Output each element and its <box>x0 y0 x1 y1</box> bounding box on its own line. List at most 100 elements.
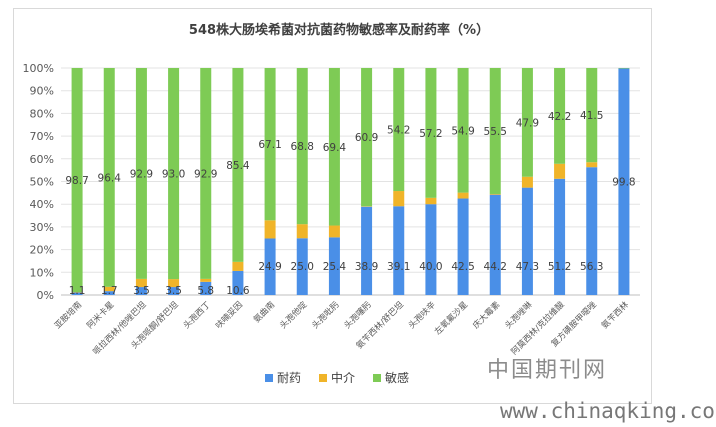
bar-segment <box>554 163 566 179</box>
bar-segment <box>425 197 437 205</box>
data-label-sensitive: 67.1 <box>258 139 281 151</box>
bar-segment <box>586 68 598 163</box>
bar-segment <box>103 68 115 287</box>
bar-segment <box>296 224 308 239</box>
data-label-sensitive: 96.4 <box>98 172 122 184</box>
data-label-sensitive: 69.4 <box>323 142 347 154</box>
bar-segment <box>393 191 405 207</box>
bar-segment <box>393 206 405 295</box>
bar-segment <box>232 68 244 262</box>
data-label-resistant: 51.2 <box>548 261 571 273</box>
y-tick-label: 0% <box>37 289 54 302</box>
y-tick-label: 40% <box>30 198 54 211</box>
bar-segment <box>135 68 147 279</box>
bar-segment <box>168 287 180 295</box>
data-label-sensitive: 42.2 <box>548 111 571 123</box>
x-tick-label: 庆大霉素 <box>471 299 503 331</box>
data-label-sensitive: 41.5 <box>580 110 603 122</box>
data-label-sensitive: 92.9 <box>130 168 153 180</box>
legend-swatch <box>265 374 273 382</box>
bar-segment <box>103 286 115 292</box>
data-label-resistant: 3.5 <box>165 285 182 297</box>
bar-segment <box>328 237 340 295</box>
data-label-sensitive: 57.2 <box>419 128 442 140</box>
data-label-resistant: 5.8 <box>197 285 214 297</box>
x-tick-label: 亚胺培南 <box>52 299 84 331</box>
data-label-resistant: 40.0 <box>419 261 442 273</box>
bar-segment <box>200 281 212 295</box>
bar-segment <box>328 68 340 226</box>
bar-segment <box>521 68 533 177</box>
bar-segment <box>489 194 501 295</box>
x-tick-label: 头孢吡肟 <box>310 299 342 331</box>
data-label-resistant: 25.0 <box>291 261 314 273</box>
chart-title: 548株大肠埃希菌对抗菌药物敏感率及耐药率（%） <box>189 22 489 38</box>
bar-segment <box>168 68 180 280</box>
data-label-sensitive: 93.0 <box>162 169 185 181</box>
bar-segment <box>328 225 340 238</box>
bar-segment <box>200 68 212 279</box>
data-label-sensitive: 55.5 <box>484 126 507 138</box>
x-tick-label: 氨曲南 <box>251 299 277 325</box>
bar-segment <box>425 68 437 198</box>
y-tick-label: 90% <box>30 85 54 98</box>
bar-segment <box>103 291 115 295</box>
bar-segment <box>521 187 533 295</box>
bar-segment <box>489 193 501 195</box>
bar-segment <box>586 167 598 295</box>
y-tick-label: 10% <box>30 266 54 279</box>
bar-segment <box>554 68 566 164</box>
data-label-resistant: 44.2 <box>484 261 507 273</box>
bar-segment <box>296 238 308 295</box>
bar-segment <box>489 68 501 194</box>
y-tick-label: 20% <box>30 244 54 257</box>
bar-segment <box>361 206 373 295</box>
data-label-resistant: 24.9 <box>258 261 281 273</box>
data-label-resistant: 10.6 <box>226 285 250 297</box>
x-tick-label: 阿莫西林/克拉维酸 <box>509 299 567 357</box>
data-label-resistant: 42.5 <box>451 261 474 273</box>
data-label-resistant: 1.7 <box>101 285 118 297</box>
legend-swatch <box>319 374 327 382</box>
bar-segment <box>264 238 276 295</box>
x-tick-label: 头孢他啶 <box>278 299 310 331</box>
y-tick-label: 100% <box>23 62 54 75</box>
legend-label: 中介 <box>331 370 355 385</box>
bar-segment <box>71 292 83 295</box>
data-label-sensitive: 60.9 <box>355 132 378 144</box>
data-label-resistant: 1.1 <box>69 285 86 297</box>
y-tick-label: 30% <box>30 221 54 234</box>
data-label-resistant: 99.8 <box>612 177 635 189</box>
y-tick-label: 50% <box>30 176 54 189</box>
x-tick-label: 头孢噻肟 <box>342 299 374 331</box>
bar-segment <box>457 192 469 199</box>
bar-segment <box>554 178 566 295</box>
y-tick-label: 60% <box>30 153 54 166</box>
data-label-resistant: 38.9 <box>355 261 378 273</box>
bar-segment <box>393 68 405 192</box>
bar-segment <box>425 204 437 295</box>
data-label-sensitive: 47.9 <box>516 117 539 129</box>
x-tick-label: 头孢唑啉 <box>503 299 535 331</box>
x-tick-label: 氨苄西林 <box>599 299 631 331</box>
bar-segment <box>521 176 533 188</box>
data-label-sensitive: 92.9 <box>194 168 217 180</box>
watermark-cn: 中国期刊网 <box>487 358 608 383</box>
data-label-resistant: 25.4 <box>323 261 347 273</box>
legend-label: 耐药 <box>277 371 301 385</box>
bar-segment <box>457 198 469 295</box>
bar-segment <box>71 68 83 293</box>
y-tick-label: 70% <box>30 130 54 143</box>
bar-segment <box>168 279 180 288</box>
y-tick-label: 80% <box>30 107 54 120</box>
data-label-sensitive: 68.8 <box>291 141 314 153</box>
legend-label: 敏感 <box>385 370 409 385</box>
x-tick-label: 左氧氟沙星 <box>432 299 470 337</box>
x-tick-label: 头孢呋辛 <box>406 299 438 331</box>
data-label-sensitive: 54.2 <box>387 125 410 137</box>
bar-segment <box>361 68 373 207</box>
data-label-resistant: 47.3 <box>516 261 539 273</box>
bar-segment <box>135 278 147 288</box>
x-tick-label: 呋喃妥因 <box>213 299 245 331</box>
